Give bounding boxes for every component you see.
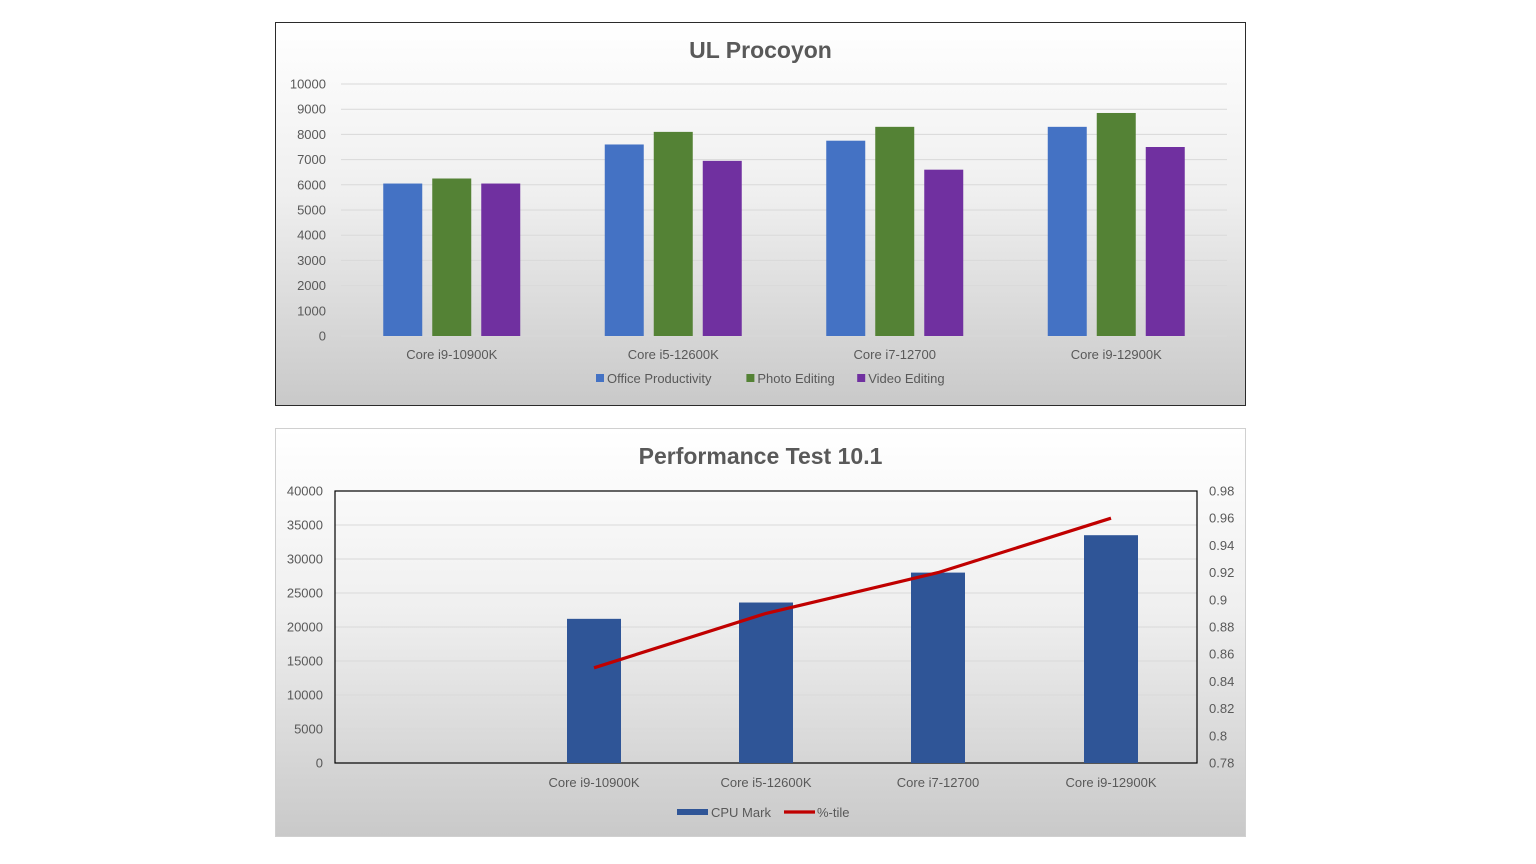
performance-test-chart: 0 5000 10000 15000 20000 25000 30000 35000 40000…	[287, 484, 1234, 821]
y-tick-label: 0	[319, 329, 326, 344]
bar	[383, 183, 423, 336]
legend-swatch	[746, 374, 755, 382]
x-tick-label: Core i5-12600K	[720, 775, 811, 790]
x-tick-label: Core i9-10900K	[406, 347, 497, 362]
y2-tick-label: 0.92	[1209, 565, 1234, 580]
bar	[653, 131, 693, 336]
y-tick-label: 7000	[297, 152, 326, 167]
bar	[911, 572, 965, 763]
bar	[924, 169, 964, 336]
y-tick-label: 10000	[287, 688, 323, 703]
bar	[1096, 112, 1136, 336]
y-tick-label: 30000	[287, 552, 323, 567]
y-tick-label: 15000	[287, 654, 323, 669]
y-tick-label: 3000	[297, 253, 326, 268]
y2-tick-label: 0.94	[1209, 538, 1234, 553]
x-tick-label: Core i9-12900K	[1071, 347, 1162, 362]
y2-tick-label: 0.84	[1209, 674, 1234, 689]
bar	[1084, 535, 1138, 763]
y-tick-label: 25000	[287, 586, 323, 601]
y-tick-label: 6000	[297, 177, 326, 192]
y2-tick-label: 0.96	[1209, 511, 1234, 526]
y2-tick-label: 0.78	[1209, 756, 1234, 771]
x-tick-label: Core i9-12900K	[1065, 775, 1156, 790]
y-tick-label: 1000	[297, 303, 326, 318]
x-tick-label: Core i7-12700	[897, 775, 979, 790]
y2-tick-label: 0.9	[1209, 592, 1227, 607]
y-tick-label: 9000	[297, 102, 326, 117]
line-series	[593, 516, 1112, 670]
y2-tick-label: 0.88	[1209, 620, 1234, 635]
bar	[875, 126, 915, 336]
bar	[1145, 147, 1185, 336]
bar	[739, 602, 793, 763]
y-tick-label: 20000	[287, 620, 323, 635]
legend-swatch	[857, 374, 866, 382]
performance-test-chart-panel: Performance Test 10.1 0 5000 10000 15000 200…	[275, 428, 1246, 837]
legend-swatch	[677, 809, 708, 815]
y2-tick-label: 0.82	[1209, 701, 1234, 716]
y2-tick-label: 0.98	[1209, 484, 1234, 499]
x-tick-label: Core i9-10900K	[548, 775, 639, 790]
y-tick-label: 4000	[297, 228, 326, 243]
bar	[826, 140, 866, 336]
legend-label: Office Productivity	[607, 371, 712, 386]
y-tick-label: 0	[316, 756, 323, 771]
y-tick-label: 5000	[297, 203, 326, 218]
y-tick-label: 35000	[287, 518, 323, 533]
chart-title: UL Procoyon	[689, 37, 832, 63]
legend-label: Photo Editing	[757, 371, 834, 386]
bar	[481, 183, 521, 336]
y-tick-label: 10000	[290, 77, 326, 92]
x-tick-label: Core i7-12700	[854, 347, 936, 362]
bar	[1047, 126, 1087, 336]
y-tick-label: 5000	[294, 722, 323, 737]
y-tick-label: 8000	[297, 127, 326, 142]
legend-label: CPU Mark	[711, 805, 771, 820]
bar	[567, 618, 621, 763]
y2-tick-label: 0.86	[1209, 647, 1234, 662]
bar	[702, 160, 742, 336]
legend-label: Video Editing	[868, 371, 944, 386]
x-tick-label: Core i5-12600K	[628, 347, 719, 362]
bar	[432, 178, 472, 336]
legend-label: %-tile	[817, 805, 850, 820]
ul-procyon-chart: 0 1000 2000 3000 4000 5000 6000 7000 8000 9000 100…	[290, 77, 1227, 386]
bar	[604, 144, 644, 336]
chart-title: Performance Test 10.1	[638, 443, 883, 469]
ul-procyon-chart-panel: UL Procoyon 0 1000 2000 3000 4000 5000 6000 700…	[275, 22, 1246, 406]
legend-swatch	[596, 374, 604, 382]
y-tick-label: 40000	[287, 484, 323, 499]
y-tick-label: 2000	[297, 278, 326, 293]
y2-tick-label: 0.8	[1209, 728, 1227, 743]
